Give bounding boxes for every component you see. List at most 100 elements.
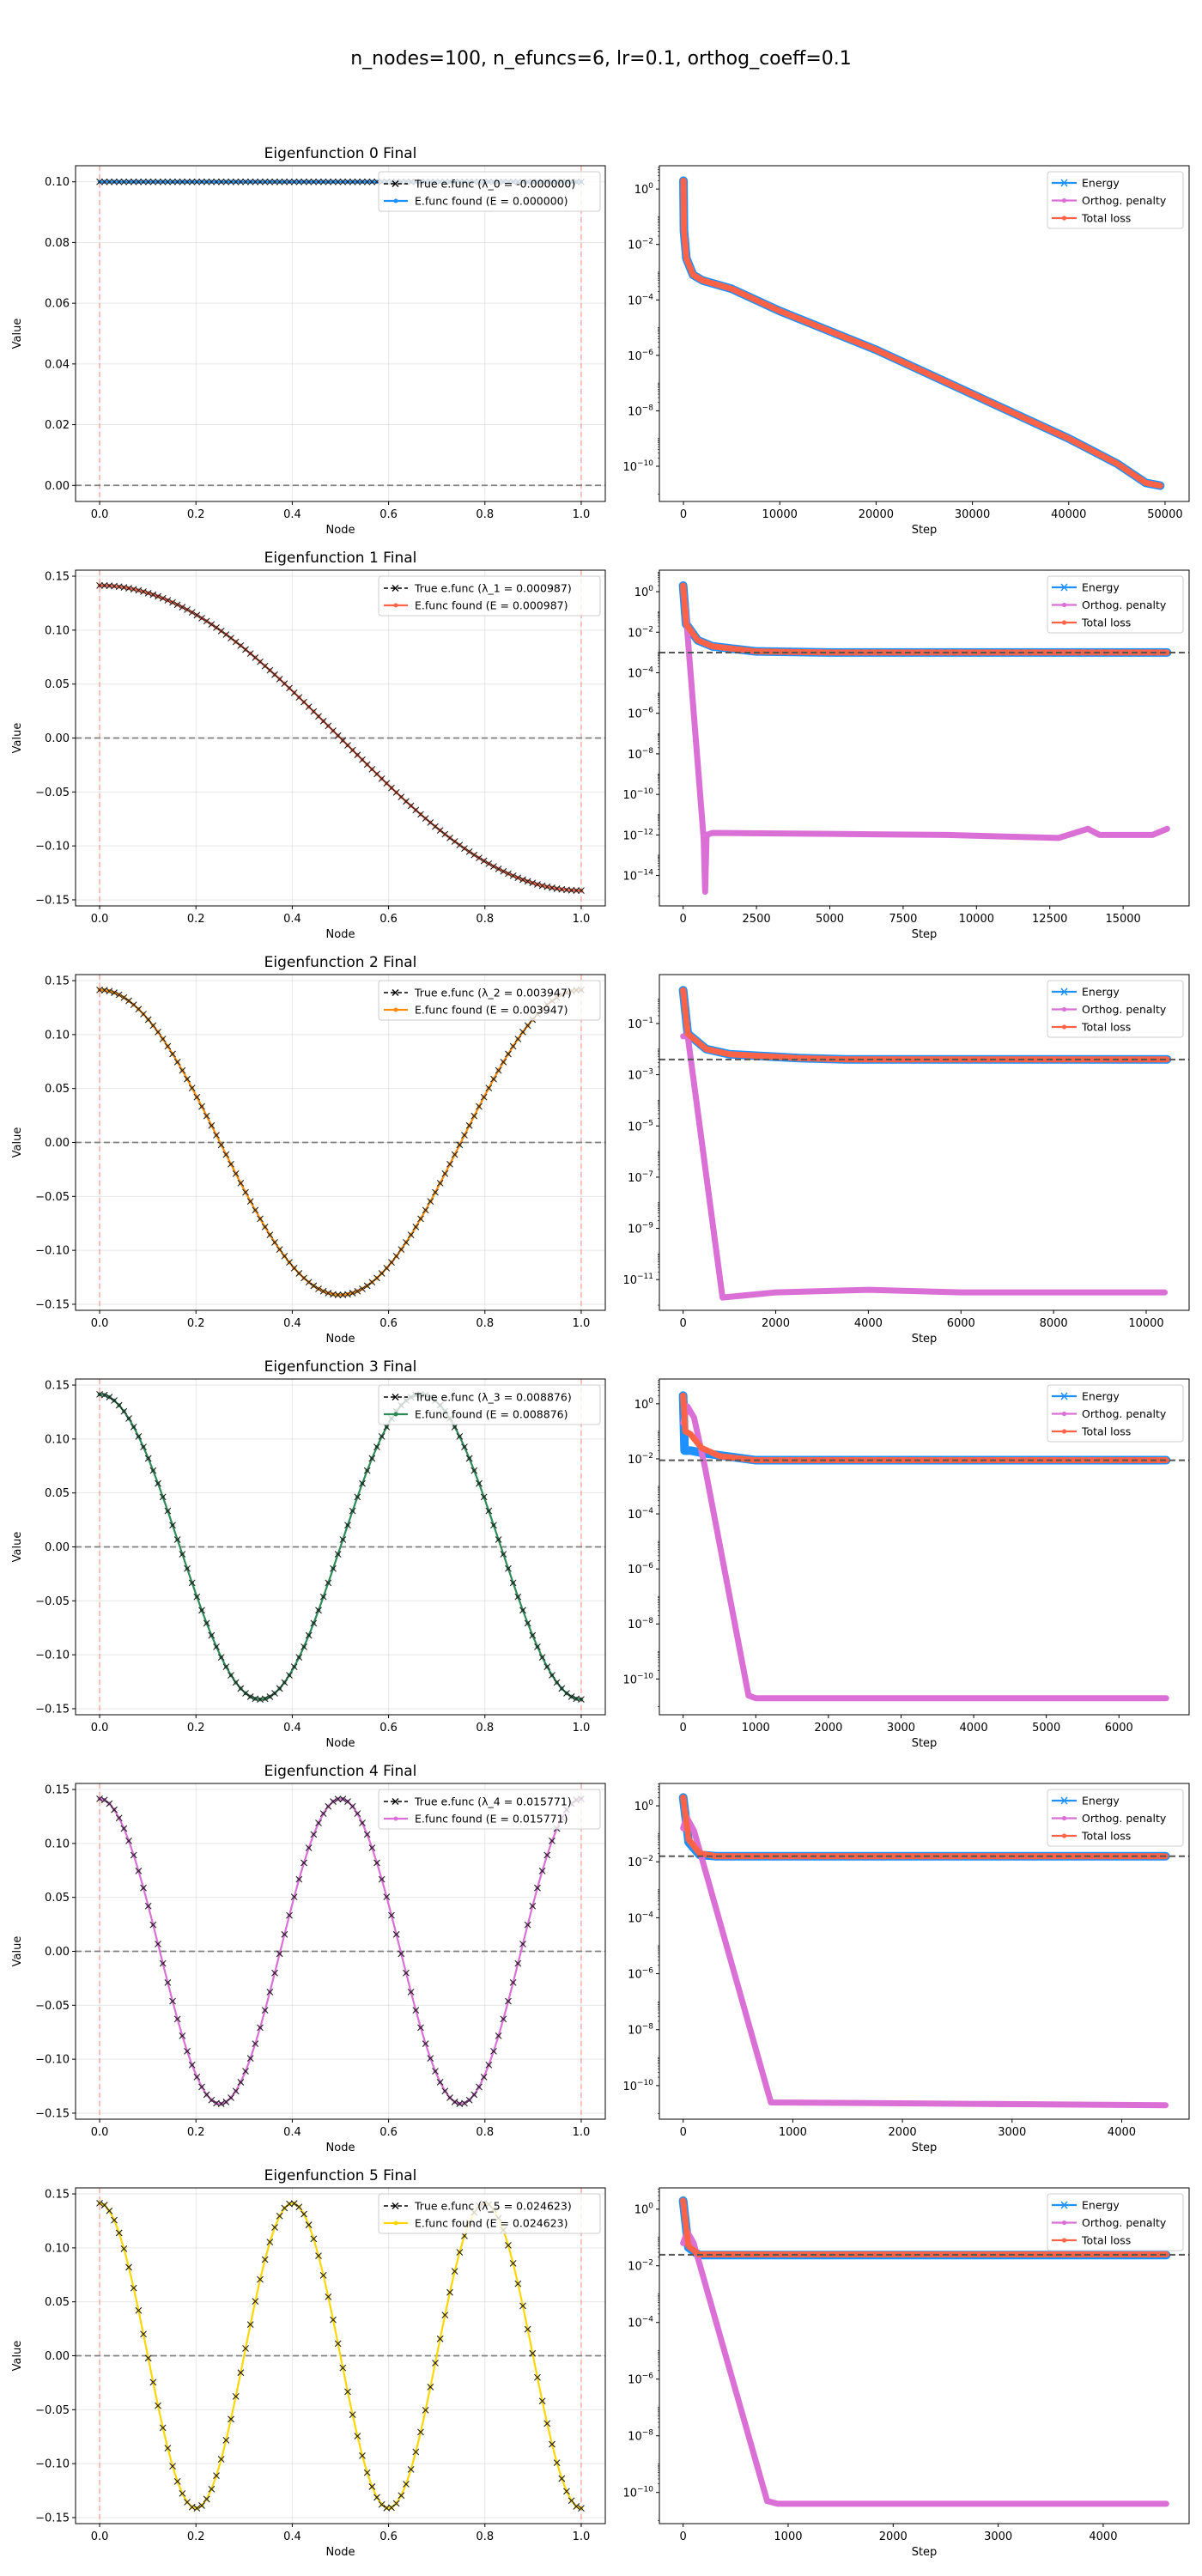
true-efunc-marker	[222, 2437, 230, 2444]
subplots-grid: Eigenfunction 0 Final 0.0 0.2 0.4 0.6 0.8 1.0 N…	[11, 145, 1190, 2559]
axes-title: Eigenfunction 0 Final	[264, 145, 417, 162]
x-tick-label: 1.0	[573, 913, 591, 926]
true-efunc-marker	[549, 1838, 555, 1844]
true-efunc-marker	[363, 1831, 371, 1838]
true-efunc-marker	[427, 819, 434, 826]
true-efunc-marker	[198, 614, 205, 622]
dot-marker-icon	[393, 198, 398, 204]
true-efunc-marker	[169, 1522, 176, 1529]
true-efunc-marker	[295, 1875, 303, 1883]
true-efunc-marker	[349, 1802, 356, 1810]
x-tick-label: 2000	[879, 2530, 908, 2543]
true-efunc-marker	[140, 2330, 147, 2338]
dot-marker-icon	[1061, 2220, 1067, 2226]
legend: Energy Orthog. penalty Total loss	[1047, 1384, 1184, 1443]
true-efunc-marker	[222, 631, 230, 638]
true-efunc-marker	[334, 1291, 342, 1298]
true-efunc-marker	[281, 1253, 288, 1260]
true-efunc-marker	[315, 1820, 322, 1826]
true-efunc-marker	[120, 2245, 128, 2252]
x-tick-label: 10000	[762, 508, 798, 521]
true-efunc-marker	[407, 2466, 415, 2473]
true-efunc-marker	[578, 887, 585, 895]
true-efunc-marker	[149, 2379, 157, 2386]
true-efunc-marker	[538, 2397, 546, 2405]
y-tick-label: 10−8	[628, 404, 653, 418]
true-efunc-marker	[222, 1663, 230, 1671]
x-axis-label: Step	[912, 1333, 938, 1346]
eigenfunction-plot-2: Eigenfunction 2 Final 0.0 0.2 0.4 0.6 0.8 1.0 N…	[11, 954, 606, 1346]
x-axis-label: Node	[326, 524, 355, 537]
true-efunc-marker	[130, 2284, 137, 2292]
true-efunc-marker	[261, 1224, 269, 1230]
legend-label-energy: Energy	[1082, 581, 1120, 594]
y-tick-label: 0.10	[45, 2242, 70, 2255]
true-efunc-marker	[100, 1391, 108, 1399]
true-efunc-marker	[290, 1264, 298, 1272]
true-efunc-marker	[568, 2497, 575, 2505]
true-efunc-marker	[135, 2306, 143, 2314]
true-efunc-marker	[169, 598, 176, 606]
true-efunc-marker	[305, 1844, 313, 1851]
true-efunc-marker	[213, 1132, 220, 1139]
x-tick-label: 20000	[859, 508, 894, 521]
x-tick-label: 0.8	[476, 508, 494, 521]
y-tick-label: 10−10	[622, 2079, 653, 2093]
x-axis-label: Node	[326, 1333, 355, 1346]
true-efunc-marker	[203, 1112, 210, 1120]
true-efunc-marker	[368, 1455, 376, 1462]
y-tick-label: 0.00	[45, 732, 70, 745]
x-tick-label: 0.4	[283, 1722, 301, 1735]
y-axis-label: Value	[11, 319, 24, 349]
true-efunc-marker	[339, 1795, 347, 1803]
true-efunc-marker	[461, 2232, 468, 2239]
x-tick-label: 0.6	[379, 1722, 398, 1735]
true-efunc-marker	[173, 1058, 181, 1066]
true-efunc-marker	[368, 1279, 376, 1286]
true-efunc-marker	[549, 1672, 555, 1679]
true-efunc-marker	[261, 178, 269, 185]
plot-area	[679, 176, 1165, 490]
true-efunc-marker	[228, 178, 234, 185]
y-tick-label: −0.05	[35, 787, 70, 799]
true-efunc-marker	[155, 592, 161, 600]
x-tick-label: 6000	[947, 1317, 975, 1330]
true-efunc-marker	[441, 1170, 449, 1177]
loss-plot-3: 0 1000 2000 3000 4000 5000 6000 Step 100 10−2 10−4…	[622, 1378, 1190, 1750]
true-efunc-marker	[188, 178, 196, 185]
true-efunc-marker	[173, 2477, 181, 2485]
axes-title: Eigenfunction 5 Final	[264, 2167, 417, 2184]
true-efunc-marker	[159, 594, 167, 602]
x-axis-label: Step	[912, 1737, 938, 1750]
y-tick-label: 0.15	[45, 1784, 70, 1797]
true-efunc-marker	[276, 2212, 283, 2220]
series-total	[680, 2197, 1169, 2258]
true-efunc-marker	[179, 178, 186, 185]
true-efunc-marker	[203, 617, 210, 625]
true-efunc-marker	[339, 2364, 347, 2372]
true-efunc-marker	[378, 1270, 385, 1277]
true-efunc-marker	[164, 2445, 172, 2451]
true-efunc-marker	[140, 1884, 147, 1892]
legend-label-orthog: Orthog. penalty	[1082, 2216, 1167, 2229]
legend-label-found: E.func found (E = 0.024623)	[415, 2217, 568, 2230]
x-tick-label: 0.4	[283, 913, 301, 926]
dot-marker-icon	[1061, 197, 1067, 204]
true-efunc-marker	[281, 178, 288, 185]
true-efunc-marker	[246, 2055, 254, 2063]
found-efunc-line	[99, 1393, 582, 1701]
true-efunc-marker	[344, 1291, 351, 1298]
true-efunc-marker	[519, 2302, 526, 2310]
y-tick-label: −0.15	[35, 894, 70, 907]
true-efunc-marker	[325, 1290, 332, 1297]
true-efunc-marker	[300, 1643, 307, 1650]
x-marker-icon	[1060, 1392, 1068, 1400]
legend-label-orthog: Orthog. penalty	[1082, 598, 1167, 611]
x-tick-label: 0.8	[476, 2530, 494, 2543]
true-efunc-marker	[144, 2354, 152, 2362]
axes-title: Eigenfunction 4 Final	[264, 1763, 417, 1780]
legend: True e.func (λ_0 = -0.000000) E.func foun…	[378, 171, 601, 212]
x-tick-label: 8000	[1040, 1317, 1068, 1330]
plot-area	[659, 580, 1189, 895]
